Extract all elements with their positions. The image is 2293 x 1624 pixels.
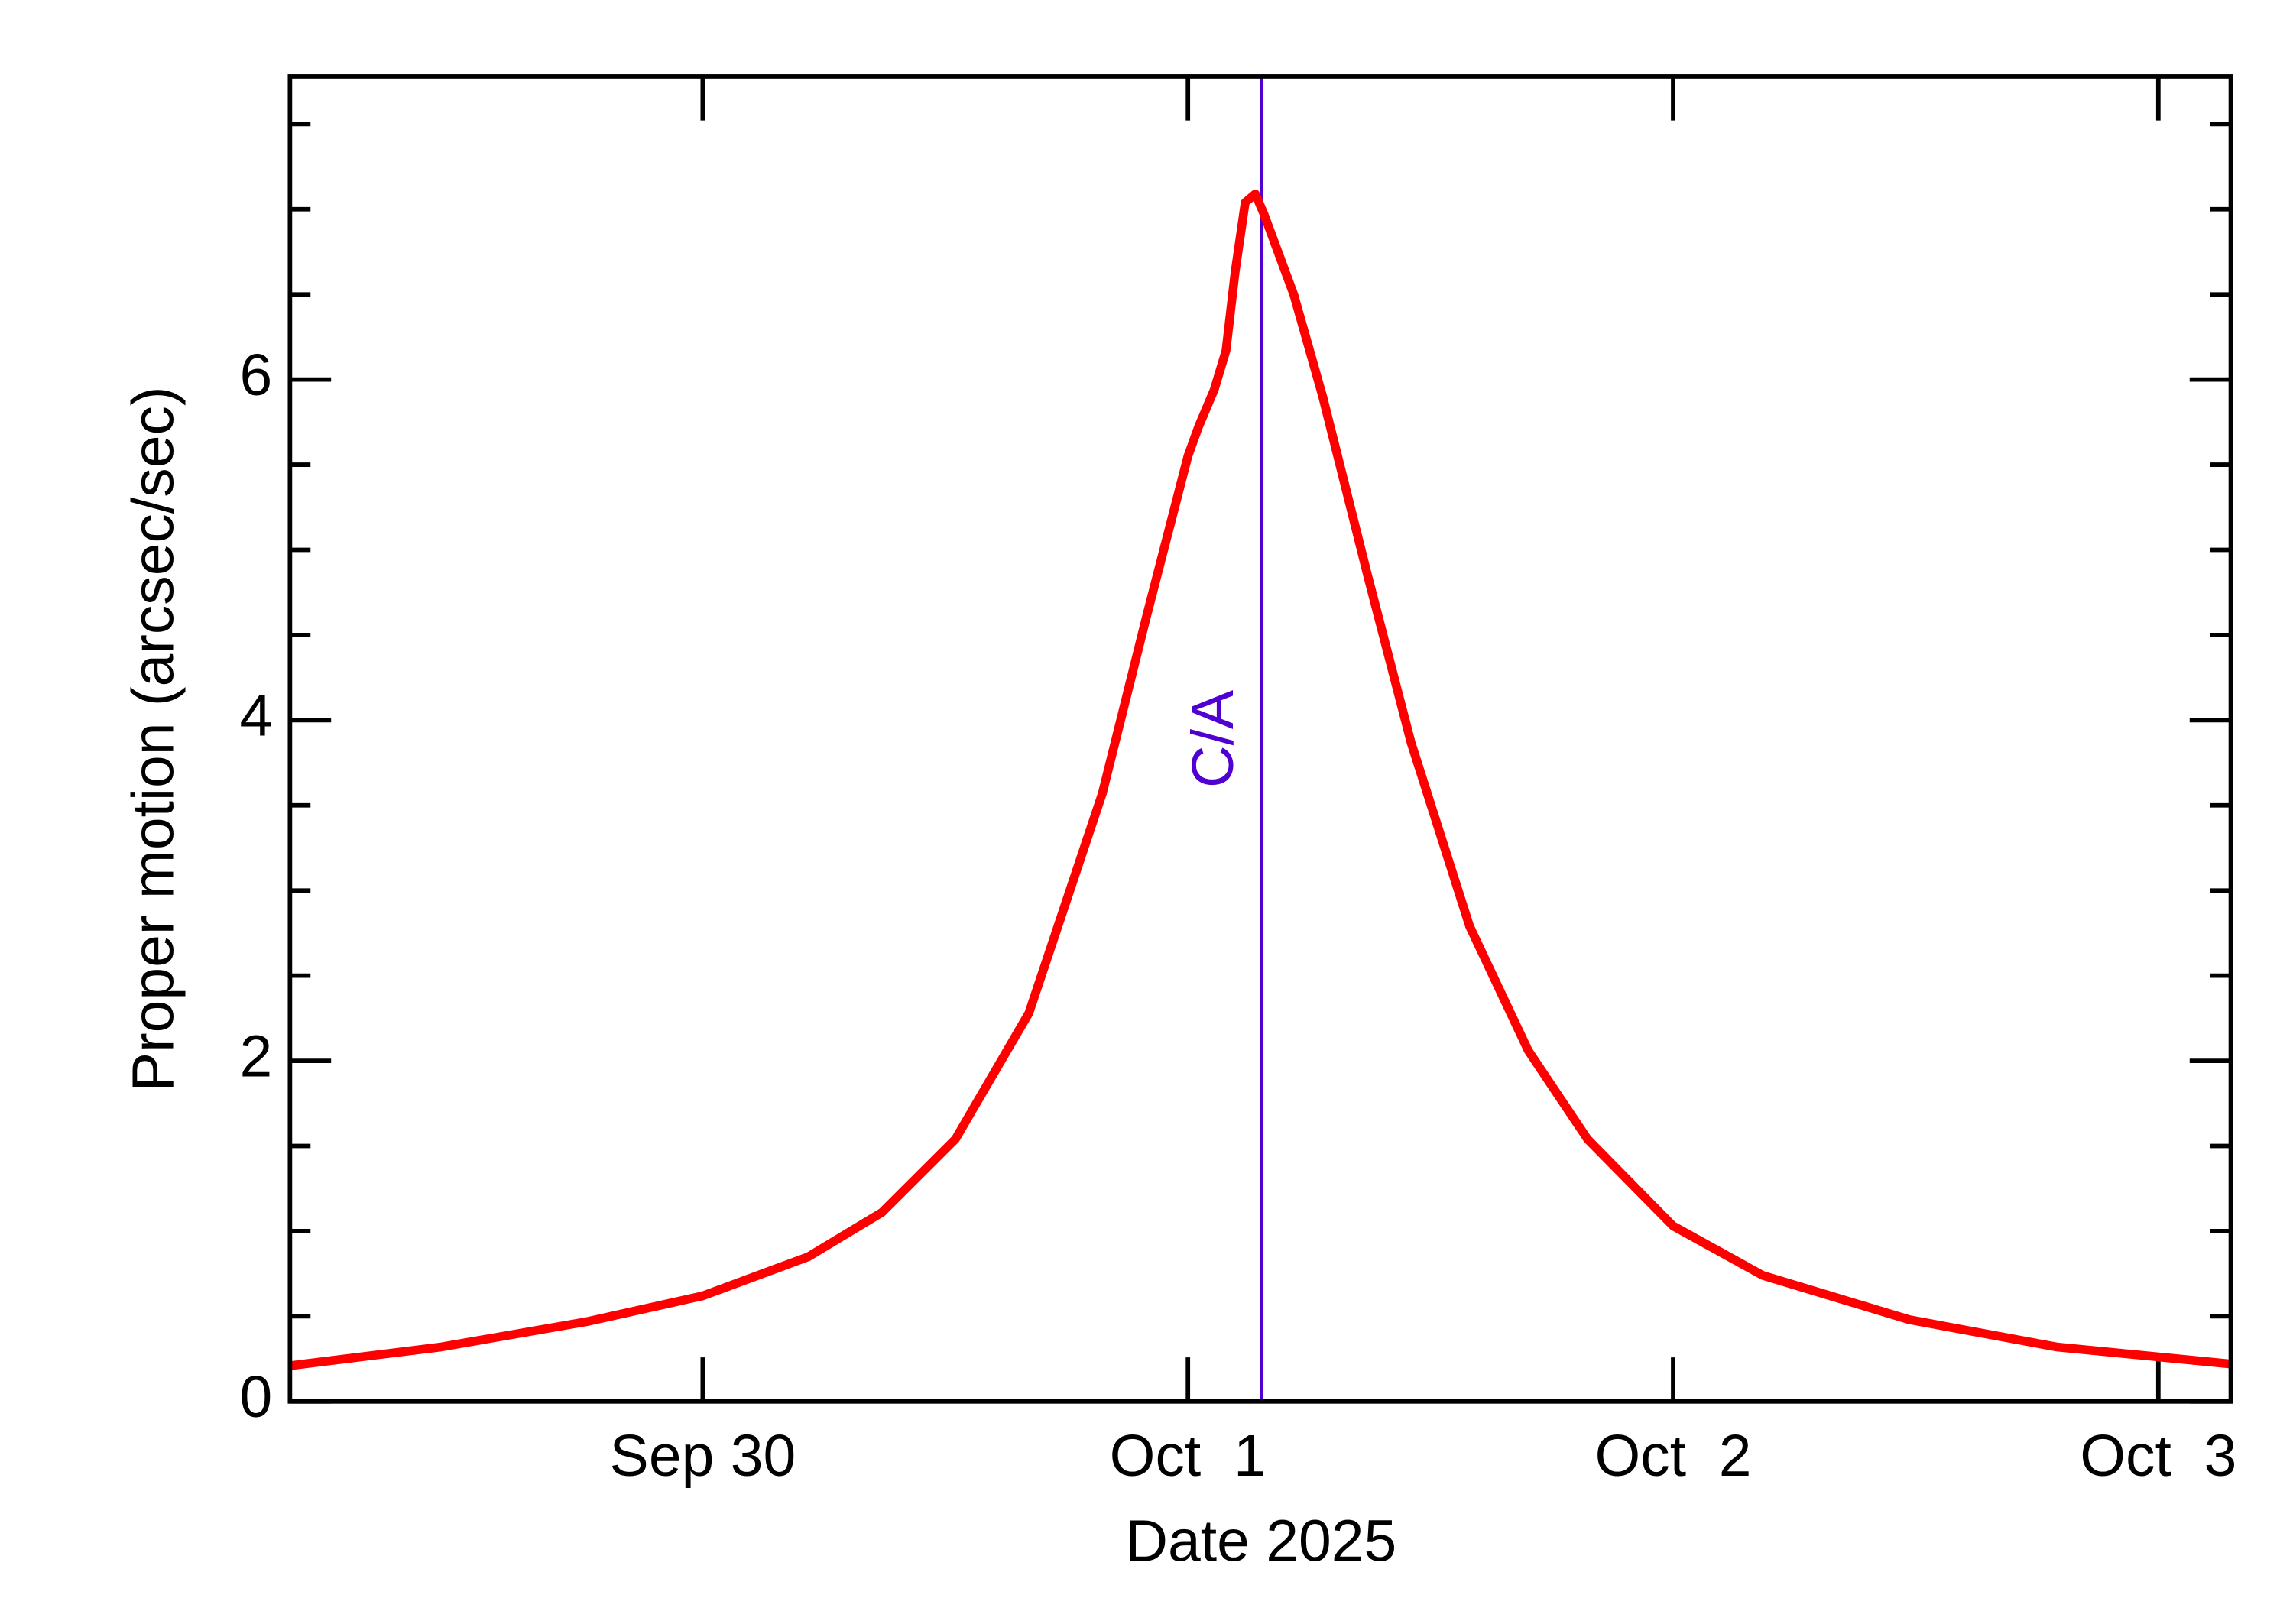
data-line — [289, 189, 2232, 1370]
x-axis-label: Date 2025 — [1126, 1508, 1397, 1574]
annotation-label: C/A — [1180, 689, 1246, 788]
y-tick-label: 6 — [240, 342, 273, 408]
plot-frame — [287, 74, 2233, 1404]
x-tick-label: Oct 1 — [1110, 1423, 1267, 1489]
y-tick-label: 0 — [240, 1364, 273, 1430]
x-tick-label: Oct 2 — [1594, 1423, 1751, 1489]
y-axis-label: Proper motion (arcsec/sec) — [121, 386, 186, 1091]
x-tick-label: Sep 30 — [610, 1423, 796, 1489]
y-tick-label: 4 — [240, 683, 273, 749]
y-tick-label: 2 — [240, 1023, 273, 1089]
x-tick-label: Oct 3 — [2080, 1423, 2236, 1489]
